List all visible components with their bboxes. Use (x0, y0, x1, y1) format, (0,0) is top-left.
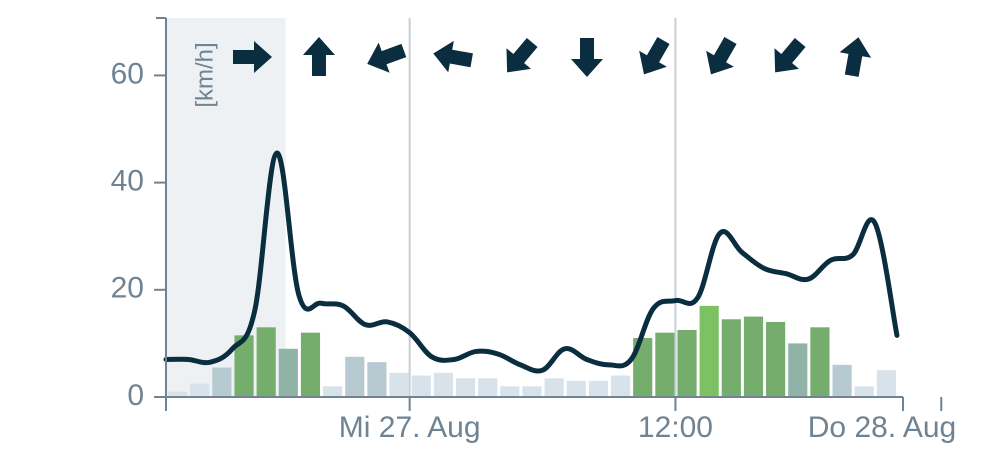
wind-speed-bar (345, 356, 365, 397)
wind-speed-bar (234, 335, 254, 397)
wind-speed-bar (433, 372, 453, 397)
wind-speed-bar (566, 380, 586, 397)
wind-speed-bar (633, 338, 653, 397)
wind-speed-bar (168, 391, 188, 397)
wind-direction-arrow-icon (433, 40, 473, 73)
wind-speed-bar (455, 378, 476, 397)
y-axis-ticks: 0 20 40 60 (111, 57, 166, 412)
wind-speed-bars (168, 305, 896, 397)
wind-direction-arrow-icon (839, 37, 872, 77)
wind-speed-bar (721, 319, 741, 397)
wind-speed-bar (699, 305, 719, 397)
wind-speed-bar (389, 372, 409, 397)
gust-speed-line (163, 150, 900, 374)
wind-direction-arrow-icon (706, 37, 737, 75)
wind-speed-bar (367, 362, 387, 397)
wind-speed-bar (300, 332, 321, 397)
wind-speed-bar (478, 378, 498, 397)
y-tick-label: 0 (127, 379, 144, 412)
wind-direction-arrows (233, 37, 872, 77)
wind-speed-bar (544, 378, 564, 397)
wind-speed-bar (677, 330, 697, 397)
wind-speed-bar (256, 327, 276, 397)
wind-speed-bar (323, 386, 343, 397)
y-tick-label: 40 (111, 165, 144, 198)
wind-direction-arrow-icon (367, 42, 407, 73)
wind-speed-bar (810, 327, 830, 397)
x-tick-label: 12:00 (638, 411, 713, 444)
wind-direction-arrow-icon (233, 41, 272, 73)
wind-speed-bar (611, 375, 631, 397)
x-tick-label: Mi 27. Aug (339, 411, 481, 444)
wind-speed-bar (788, 343, 808, 397)
wind-direction-arrow-icon (639, 37, 670, 75)
y-tick-label: 20 (111, 272, 144, 305)
wind-speed-bar (766, 321, 786, 397)
wind-direction-arrow-icon (303, 37, 335, 76)
wind-speed-bar (876, 370, 896, 397)
x-tick-label: Do 28. Aug (808, 411, 956, 444)
y-axis-unit-label: [km/h] (191, 42, 218, 107)
wind-direction-arrow-icon (506, 37, 538, 73)
wind-speed-bar (743, 316, 764, 397)
wind-speed-bar (588, 380, 608, 397)
wind-speed-bar (500, 386, 520, 397)
wind-speed-bar (190, 383, 210, 397)
wind-direction-arrow-icon (571, 38, 603, 77)
wind-speed-bar (212, 367, 232, 397)
wind-speed-bar (278, 348, 298, 397)
wind-speed-bar (522, 386, 542, 397)
wind-direction-arrow-icon (774, 37, 806, 73)
wind-speed-bar (655, 332, 675, 397)
wind-speed-bar (854, 386, 874, 397)
wind-speed-bar (832, 364, 852, 397)
axes (156, 17, 903, 398)
x-axis-ticks: Mi 27. Aug 12:00 Do 28. Aug (165, 397, 956, 444)
wind-speed-bar (411, 375, 431, 397)
y-tick-label: 60 (111, 57, 144, 90)
